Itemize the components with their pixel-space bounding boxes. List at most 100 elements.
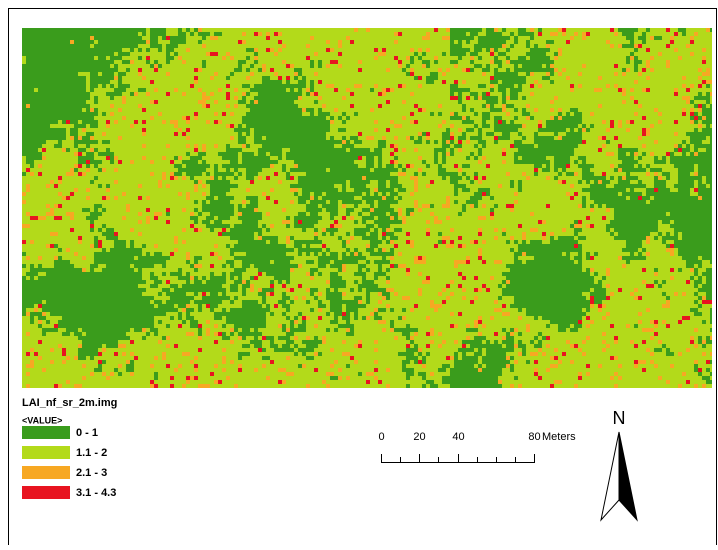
raster-cell [434, 340, 442, 344]
raster-cell [546, 40, 554, 44]
raster-cell [294, 240, 322, 244]
raster-cell [578, 344, 606, 348]
raster-cell [514, 156, 518, 160]
raster-cell [698, 360, 706, 364]
raster-cell [110, 188, 194, 192]
raster-cell [394, 148, 398, 152]
raster-cell [582, 248, 622, 252]
raster-cell [74, 384, 82, 388]
raster-cell [586, 364, 590, 368]
raster-cell [366, 156, 374, 160]
raster-cell [566, 328, 570, 332]
raster-cell [454, 40, 458, 44]
raster-cell [298, 220, 302, 224]
raster-cell [214, 216, 218, 220]
raster-cell [438, 164, 442, 168]
raster-cell [118, 168, 178, 172]
raster-cell [598, 308, 602, 312]
raster-cell [106, 92, 122, 96]
raster-cell [210, 104, 226, 108]
raster-cell [354, 208, 362, 212]
raster-cell [22, 224, 30, 228]
raster-cell [278, 32, 282, 36]
raster-cell [134, 340, 158, 344]
raster-cell [422, 48, 426, 52]
raster-cell [554, 236, 558, 240]
raster-cell [650, 128, 694, 132]
raster-cell [86, 100, 94, 104]
raster-cell [346, 212, 350, 216]
raster-cell [154, 324, 166, 328]
raster-cell [278, 76, 282, 80]
raster-cell [518, 240, 522, 244]
raster-cell [270, 164, 274, 168]
raster-cell [554, 156, 570, 160]
raster-cell [586, 180, 590, 184]
raster-cell [690, 52, 694, 56]
raster-cell [574, 192, 578, 196]
raster-cell [242, 152, 254, 156]
raster-cell [522, 172, 526, 176]
raster-cell [506, 332, 510, 336]
raster-cell [146, 128, 178, 132]
raster-cell [374, 136, 382, 140]
raster-cell [602, 280, 642, 284]
raster-cell [422, 288, 442, 292]
raster-cell [70, 192, 74, 196]
raster-cell [198, 356, 222, 360]
raster-cell [498, 84, 514, 88]
raster-cell [22, 336, 78, 340]
raster-cell [598, 104, 602, 108]
raster-cell [374, 188, 378, 192]
raster-cell [90, 104, 110, 108]
raster-cell [306, 56, 310, 60]
raster-cell [166, 36, 170, 40]
raster-cell [678, 180, 694, 184]
raster-cell [514, 120, 538, 124]
raster-cell [590, 316, 602, 320]
raster-cell [710, 92, 712, 96]
raster-cell [470, 92, 478, 96]
raster-cell [686, 292, 694, 296]
raster-cell [646, 284, 654, 288]
raster-cell [338, 288, 350, 292]
raster-cell [354, 204, 358, 208]
raster-cell [414, 204, 418, 208]
raster-cell [222, 348, 226, 352]
raster-cell [358, 312, 370, 316]
raster-cell [274, 72, 278, 76]
raster-cell [702, 372, 710, 376]
raster-cell [42, 320, 46, 324]
raster-cell [322, 336, 326, 340]
raster-cell [294, 72, 298, 76]
raster-cell [526, 348, 538, 352]
raster-cell [310, 276, 314, 280]
raster-cell [94, 356, 134, 360]
raster-cell [386, 52, 414, 56]
raster-cell [454, 140, 458, 144]
raster-cell [314, 336, 318, 340]
raster-cell [702, 368, 706, 372]
raster-cell [574, 344, 578, 348]
raster-cell [294, 236, 314, 240]
raster-cell [194, 260, 198, 264]
raster-cell [210, 328, 230, 332]
raster-cell [246, 56, 250, 60]
raster-cell [526, 312, 586, 316]
raster-cell [298, 196, 310, 200]
raster-cell [702, 104, 706, 108]
raster-cell [646, 252, 650, 256]
raster-cell [362, 252, 370, 256]
raster-cell [258, 300, 262, 304]
raster-cell [262, 340, 270, 344]
raster-cell [426, 140, 430, 144]
raster-cell [142, 56, 146, 60]
raster-cell [298, 88, 302, 92]
raster-cell [74, 140, 98, 144]
raster-cell [618, 384, 678, 388]
raster-cell [462, 344, 466, 348]
raster-cell [30, 188, 74, 192]
raster-cell [626, 264, 686, 268]
raster-cell [166, 28, 178, 32]
raster-cell [94, 36, 142, 40]
